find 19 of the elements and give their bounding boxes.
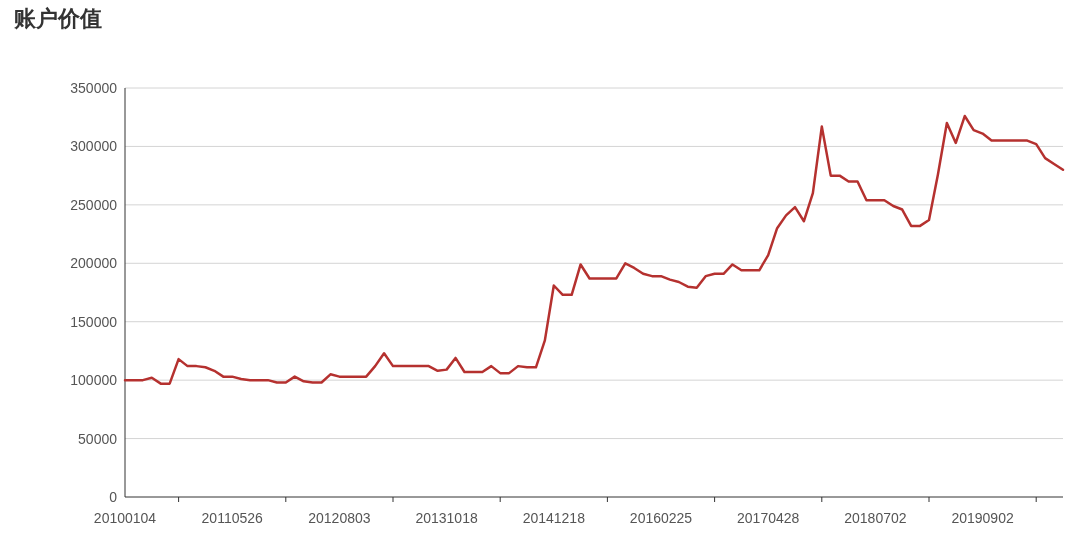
x-tick-label: 20141218 (522, 510, 586, 526)
y-tick-label: 50000 (78, 430, 118, 447)
y-tick-label: 0 (109, 489, 118, 505)
x-tick-label: 20160225 (629, 510, 693, 526)
x-tick-label: 20120803 (308, 510, 371, 526)
x-tick-label: 20131018 (415, 510, 478, 526)
x-tick-label: 20180702 (844, 510, 907, 526)
y-tick-label: 250000 (70, 196, 118, 213)
y-tick-label: 350000 (70, 80, 118, 96)
line-series (123, 114, 1065, 385)
x-tick-label: 20190902 (951, 510, 1014, 526)
x-tick-label: 20110526 (201, 510, 264, 526)
y-tick-label: 200000 (70, 255, 118, 272)
chart-title: 账户价值 (13, 6, 102, 31)
y-tick-label: 150000 (70, 313, 118, 330)
y-tick-label: 300000 (70, 138, 118, 155)
x-tick-label: 20170428 (737, 510, 800, 526)
y-tick-label: 100000 (70, 372, 118, 389)
x-tick-label: 20100104 (93, 510, 157, 526)
